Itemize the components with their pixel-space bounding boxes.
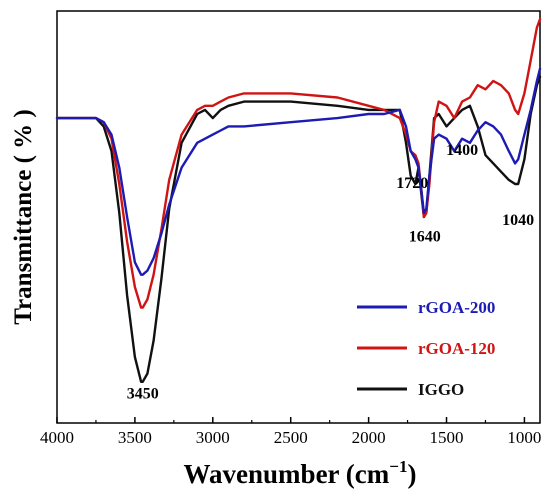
x-axis-title: Wavenumber (cm−1)	[184, 457, 417, 489]
series-line-1	[55, 18, 542, 309]
x-tick-label: 1500	[430, 428, 464, 447]
x-tick-label: 1000	[507, 428, 541, 447]
y-axis-title: Transmittance ( % )	[10, 109, 37, 324]
peak-label: 1640	[409, 229, 441, 246]
legend-label: rGOA-200	[418, 298, 495, 317]
peak-label: 1720	[396, 175, 428, 192]
x-tick-label: 3500	[118, 428, 152, 447]
x-tick-label: 3000	[196, 428, 230, 447]
series-layer	[55, 18, 542, 383]
x-axis-title-main: Wavenumber (cm	[184, 459, 390, 489]
plot-area: 4000 3500 3000 2500 2000 1500 1000 3450 1720 164…	[40, 10, 542, 447]
series-line-0	[55, 67, 542, 276]
x-axis-ticks: 4000 3500 3000 2500 2000 1500 1000	[40, 417, 541, 447]
legend: rGOA-200 rGOA-120 IGGO	[357, 298, 495, 399]
x-tick-label: 2500	[274, 428, 308, 447]
x-tick-label: 4000	[40, 428, 74, 447]
x-tick-label: 2000	[352, 428, 386, 447]
x-axis-title-superscript: −1	[389, 457, 407, 476]
x-axis-title-close: )	[407, 459, 416, 489]
peak-label: 1400	[446, 142, 478, 159]
legend-label: IGGO	[418, 380, 464, 399]
peak-annotations: 3450 1720 1640 1400 1040	[127, 142, 534, 402]
plot-frame	[56, 10, 541, 424]
peak-label: 3450	[127, 385, 159, 402]
peak-label: 1040	[502, 212, 534, 229]
legend-label: rGOA-120	[418, 339, 495, 358]
